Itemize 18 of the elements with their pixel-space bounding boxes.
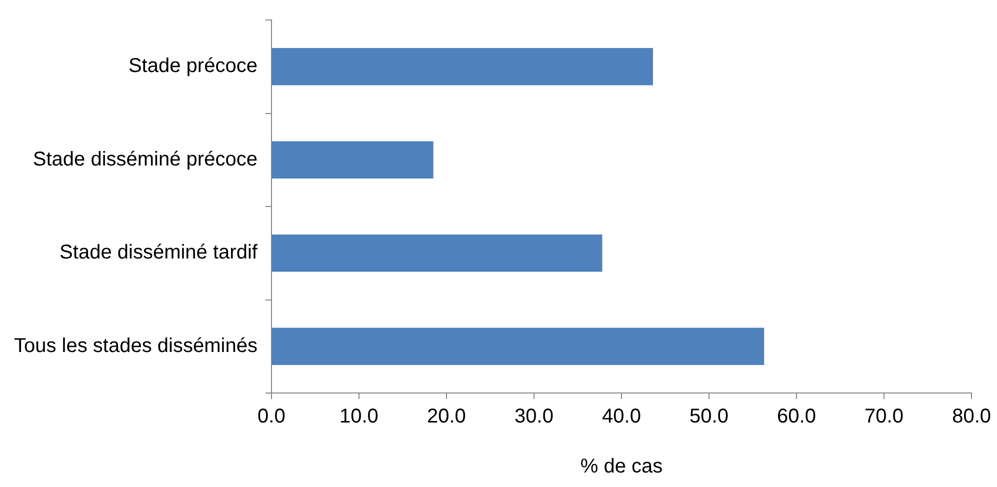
y-tick-label: Stade disséminé tardif (60, 242, 258, 264)
y-tick-label: Stade précoce (128, 55, 258, 78)
x-tick-label: 20.0 (427, 406, 466, 428)
x-tick-label: 10.0 (339, 406, 378, 428)
bar (272, 141, 434, 179)
x-tick-label: 80.0 (952, 406, 992, 428)
y-tick-label: Tous les stades disséminés (14, 334, 258, 357)
x-tick-label: 60.0 (777, 406, 816, 428)
x-tick-label: 40.0 (602, 406, 641, 428)
x-tick-label: 70.0 (864, 406, 904, 428)
bar (272, 328, 764, 366)
bar (272, 234, 602, 272)
x-tick-label: 50.0 (690, 406, 728, 428)
x-tick-label: 0.0 (258, 406, 286, 428)
y-tick-label: Stade disséminé précoce (32, 148, 258, 170)
x-axis-title: % de cas (580, 456, 663, 478)
x-tick-label: 30.0 (514, 406, 554, 428)
bar (272, 48, 653, 86)
